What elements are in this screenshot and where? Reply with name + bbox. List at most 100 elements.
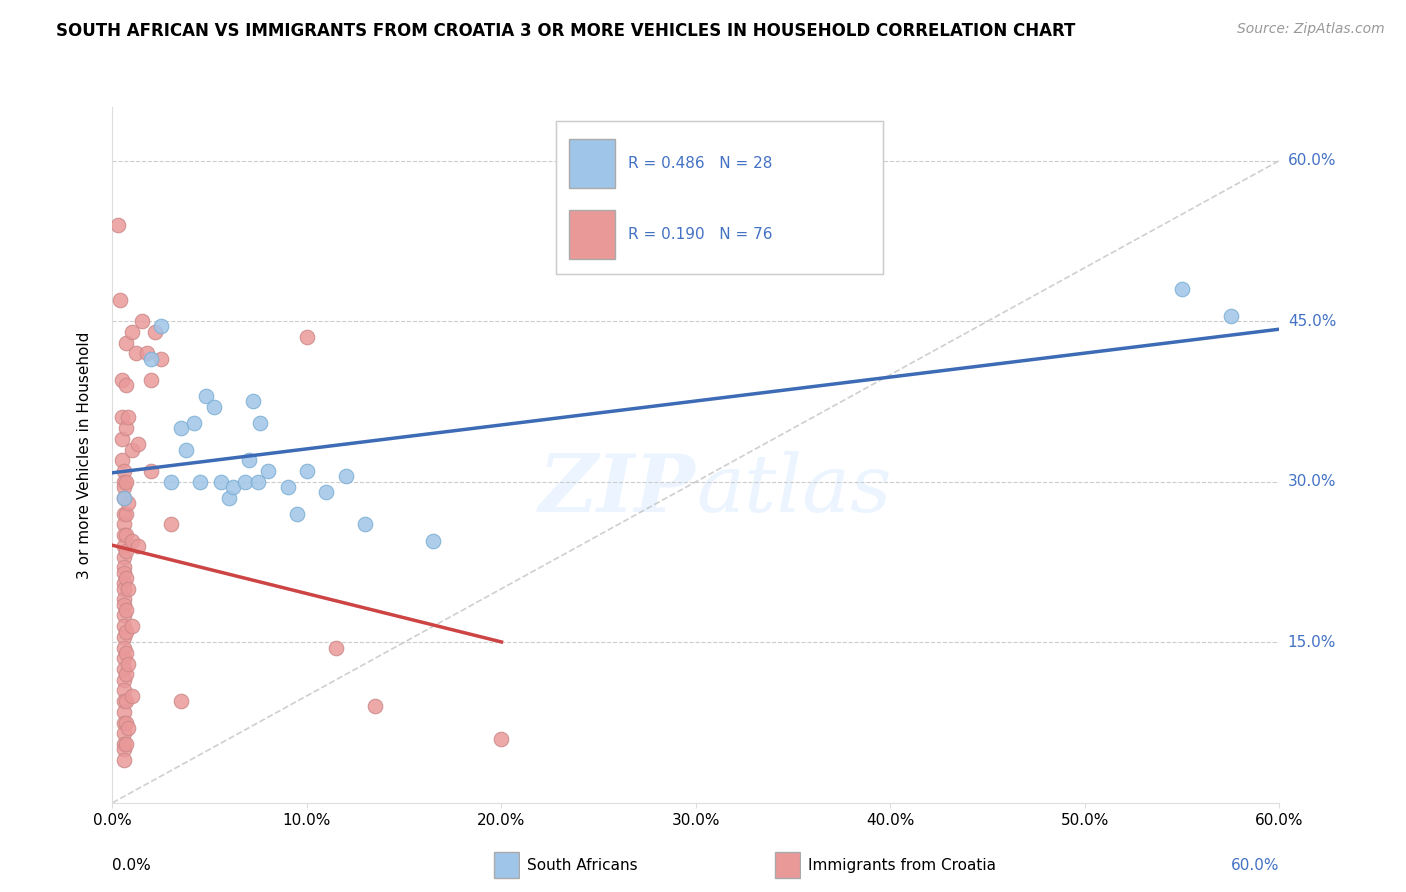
Point xyxy=(218,491,240,505)
Point xyxy=(107,218,129,232)
Point xyxy=(285,507,308,521)
Point xyxy=(112,640,135,655)
Point xyxy=(112,549,135,564)
Point xyxy=(242,394,264,409)
Text: ZIP: ZIP xyxy=(538,451,696,528)
Text: Source: ZipAtlas.com: Source: ZipAtlas.com xyxy=(1237,22,1385,37)
Point xyxy=(115,694,138,708)
Point xyxy=(112,566,135,580)
Point xyxy=(121,689,143,703)
Point xyxy=(169,421,191,435)
Text: 30.0%: 30.0% xyxy=(1288,475,1336,489)
Text: South Africans: South Africans xyxy=(527,858,638,872)
Point xyxy=(115,421,138,435)
Y-axis label: 3 or more Vehicles in Household: 3 or more Vehicles in Household xyxy=(77,331,91,579)
Point xyxy=(110,293,132,307)
Point xyxy=(183,416,205,430)
Point xyxy=(115,667,138,681)
Point xyxy=(112,705,135,719)
Point xyxy=(176,442,198,457)
Point xyxy=(141,373,163,387)
FancyBboxPatch shape xyxy=(775,852,800,878)
Point xyxy=(115,603,138,617)
Point xyxy=(150,351,173,366)
Text: 45.0%: 45.0% xyxy=(1288,314,1336,328)
Point xyxy=(143,325,166,339)
Point xyxy=(112,592,135,607)
Point xyxy=(115,507,138,521)
Point xyxy=(194,389,217,403)
Point xyxy=(315,485,337,500)
Point xyxy=(276,480,298,494)
Point xyxy=(112,608,135,623)
Point xyxy=(295,464,318,478)
Point xyxy=(111,373,134,387)
Point xyxy=(112,528,135,542)
Point xyxy=(112,582,135,596)
Point xyxy=(112,673,135,687)
Point xyxy=(115,544,138,558)
Point xyxy=(111,453,134,467)
Point xyxy=(112,662,135,676)
Point xyxy=(112,694,135,708)
Point xyxy=(117,496,139,510)
Point xyxy=(491,731,513,746)
Point xyxy=(112,619,135,633)
Point xyxy=(141,351,163,366)
Point xyxy=(121,619,143,633)
Point xyxy=(125,346,148,360)
Point xyxy=(115,571,138,585)
Text: atlas: atlas xyxy=(696,451,891,528)
Point xyxy=(1171,282,1194,296)
Point xyxy=(233,475,256,489)
Point xyxy=(238,453,260,467)
Point xyxy=(112,464,135,478)
Point xyxy=(247,475,270,489)
Point xyxy=(117,657,139,671)
Text: Immigrants from Croatia: Immigrants from Croatia xyxy=(808,858,997,872)
Point xyxy=(115,475,138,489)
Point xyxy=(127,437,149,451)
Point xyxy=(354,517,377,532)
Point xyxy=(121,442,143,457)
Point xyxy=(169,694,191,708)
Point xyxy=(115,715,138,730)
Point xyxy=(112,560,135,574)
Text: 60.0%: 60.0% xyxy=(1288,153,1336,168)
Point xyxy=(127,539,149,553)
Point xyxy=(115,737,138,751)
Point xyxy=(249,416,271,430)
Point xyxy=(112,737,135,751)
Point xyxy=(111,410,134,425)
Point xyxy=(112,651,135,665)
Point xyxy=(209,475,232,489)
Point xyxy=(117,582,139,596)
Point xyxy=(202,400,225,414)
Point xyxy=(112,726,135,740)
Point xyxy=(112,742,135,756)
Point xyxy=(160,475,183,489)
Point xyxy=(222,480,245,494)
Point xyxy=(112,475,135,489)
Point xyxy=(115,646,138,660)
Point xyxy=(257,464,280,478)
Point xyxy=(121,533,143,548)
Point xyxy=(188,475,211,489)
Point xyxy=(112,630,135,644)
Point xyxy=(131,314,153,328)
Point xyxy=(121,325,143,339)
Point xyxy=(112,517,135,532)
Point xyxy=(112,491,135,505)
Point xyxy=(112,480,135,494)
Point xyxy=(112,491,135,505)
Point xyxy=(117,721,139,735)
Text: 15.0%: 15.0% xyxy=(1288,635,1336,649)
Point xyxy=(112,683,135,698)
Point xyxy=(115,624,138,639)
FancyBboxPatch shape xyxy=(494,852,519,878)
Point xyxy=(325,640,347,655)
Text: SOUTH AFRICAN VS IMMIGRANTS FROM CROATIA 3 OR MORE VEHICLES IN HOUSEHOLD CORRELA: SOUTH AFRICAN VS IMMIGRANTS FROM CROATIA… xyxy=(56,22,1076,40)
Point xyxy=(112,715,135,730)
Point xyxy=(117,410,139,425)
Point xyxy=(115,378,138,392)
